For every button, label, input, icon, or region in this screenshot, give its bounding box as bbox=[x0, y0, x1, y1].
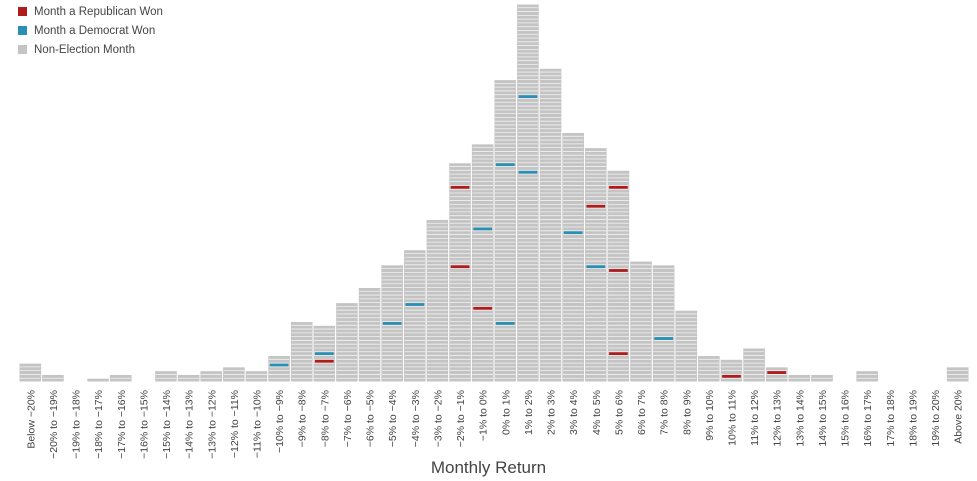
legend-item-non-election: Non-Election Month bbox=[18, 40, 163, 59]
marker-republican-16 bbox=[609, 185, 628, 189]
x-tick-label-25: 4% to 5% bbox=[591, 390, 603, 435]
x-tick-label-0: Below −20% bbox=[25, 390, 37, 449]
marker-democrat-10 bbox=[496, 322, 515, 325]
x-tick-label-15: −6% to −5% bbox=[365, 390, 377, 447]
bar-8 bbox=[199, 370, 224, 383]
bar-20 bbox=[470, 143, 495, 383]
marker-republican-20 bbox=[722, 374, 741, 378]
x-tick-label-8: −13% to −12% bbox=[206, 390, 218, 459]
x-tick-label-37: 16% to 17% bbox=[862, 390, 874, 447]
marker-democrat-12 bbox=[518, 170, 538, 174]
marker-republican-8 bbox=[473, 306, 492, 310]
bars-group bbox=[18, 3, 970, 383]
marker-republican-2 bbox=[315, 359, 334, 363]
x-tick-label-21: 0% to 1% bbox=[500, 390, 512, 435]
x-tick-label-22: 1% to 2% bbox=[523, 390, 535, 435]
marker-republican-14 bbox=[586, 204, 606, 208]
marker-democrat-0 bbox=[269, 363, 289, 367]
legend-item-democrat: Month a Democrat Won bbox=[18, 21, 163, 40]
marker-republican-17 bbox=[609, 269, 628, 272]
legend-swatch-republican bbox=[18, 7, 27, 16]
x-tick-label-13: −8% to −7% bbox=[319, 390, 331, 447]
legend: Month a Republican Won Month a Democrat … bbox=[18, 2, 163, 59]
x-tick-label-18: −3% to −2% bbox=[432, 390, 444, 447]
legend-swatch-democrat bbox=[18, 26, 27, 35]
x-tick-label-11: −10% to −9% bbox=[274, 390, 286, 453]
x-tick-label-17: −4% to −3% bbox=[410, 390, 422, 447]
x-tick-label-26: 5% to 6% bbox=[613, 390, 625, 435]
bar-18 bbox=[425, 218, 450, 383]
x-tick-label-34: 13% to 14% bbox=[794, 390, 806, 447]
legend-item-republican: Month a Republican Won bbox=[18, 2, 163, 21]
x-tick-label-30: 9% to 10% bbox=[704, 390, 716, 441]
x-tick-label-33: 12% to 13% bbox=[772, 390, 784, 447]
x-tick-label-41: Above 20% bbox=[953, 390, 965, 444]
marker-democrat-4 bbox=[405, 303, 425, 306]
x-tick-label-27: 6% to 7% bbox=[636, 390, 648, 435]
x-tick-label-39: 18% to 19% bbox=[907, 390, 919, 447]
x-tick-label-35: 14% to 15% bbox=[817, 390, 829, 447]
x-tick-label-36: 15% to 16% bbox=[840, 390, 852, 447]
marker-democrat-11 bbox=[518, 95, 538, 99]
marker-democrat-19 bbox=[654, 337, 673, 340]
x-tick-label-28: 7% to 8% bbox=[659, 390, 671, 435]
bar-29 bbox=[674, 309, 699, 383]
x-tick-label-6: −15% to −14% bbox=[161, 390, 173, 459]
marker-democrat-1 bbox=[315, 352, 334, 356]
x-tick-label-14: −7% to −6% bbox=[342, 390, 354, 447]
x-tick-label-12: −9% to −8% bbox=[297, 390, 309, 447]
legend-label-republican: Month a Republican Won bbox=[34, 5, 163, 18]
election-markers-group bbox=[269, 95, 787, 378]
marker-democrat-9 bbox=[496, 163, 515, 167]
marker-democrat-7 bbox=[473, 227, 492, 231]
legend-label-democrat: Month a Democrat Won bbox=[34, 24, 156, 37]
legend-swatch-non-election bbox=[18, 45, 27, 54]
bar-23 bbox=[538, 67, 563, 383]
bar-10 bbox=[244, 370, 269, 383]
x-axis-title: Monthly Return bbox=[430, 458, 547, 477]
x-tick-label-20: −1% to 0% bbox=[478, 390, 490, 441]
x-tick-label-7: −14% to −13% bbox=[184, 390, 196, 459]
x-tick-label-24: 3% to 4% bbox=[568, 390, 580, 435]
x-tick-label-16: −5% to −4% bbox=[387, 390, 399, 447]
bar-0 bbox=[18, 362, 43, 383]
x-tick-label-10: −11% to −10% bbox=[252, 390, 264, 458]
bar-28 bbox=[651, 264, 676, 383]
marker-democrat-15 bbox=[586, 265, 606, 269]
x-tick-label-5: −16% to −15% bbox=[138, 390, 150, 459]
marker-republican-21 bbox=[767, 371, 787, 374]
bar-6 bbox=[154, 370, 178, 383]
x-tick-labels-group: Below −20% −20% to −19% −19% to −18% −18% t… bbox=[25, 390, 964, 459]
bar-14 bbox=[335, 302, 359, 383]
x-tick-label-4: −17% to −16% bbox=[116, 390, 128, 459]
x-tick-label-9: −12% to −11% bbox=[229, 390, 241, 458]
marker-democrat-13 bbox=[563, 231, 583, 235]
legend-label-non-election: Non-Election Month bbox=[34, 43, 135, 56]
x-tick-label-3: −18% to −17% bbox=[93, 390, 105, 459]
x-tick-label-2: −19% to −18% bbox=[71, 390, 83, 459]
bar-32 bbox=[742, 347, 766, 383]
x-tick-label-29: 8% to 9% bbox=[681, 390, 693, 435]
x-tick-label-23: 2% to 3% bbox=[546, 390, 558, 435]
marker-republican-18 bbox=[609, 352, 628, 356]
bar-37 bbox=[855, 370, 880, 383]
x-tick-label-19: −2% to −1% bbox=[455, 390, 467, 447]
marker-republican-5 bbox=[450, 185, 470, 189]
marker-republican-6 bbox=[450, 265, 470, 269]
x-tick-label-32: 11% to 12% bbox=[749, 390, 761, 446]
bar-15 bbox=[357, 287, 382, 383]
x-tick-label-31: 10% to 11% bbox=[727, 390, 739, 446]
marker-democrat-3 bbox=[382, 322, 402, 325]
x-tick-label-38: 17% to 18% bbox=[885, 390, 897, 447]
bar-3 bbox=[86, 377, 110, 383]
x-tick-label-40: 19% to 20% bbox=[930, 390, 942, 447]
x-tick-label-1: −20% to −19% bbox=[48, 390, 60, 459]
bar-17 bbox=[403, 249, 427, 383]
